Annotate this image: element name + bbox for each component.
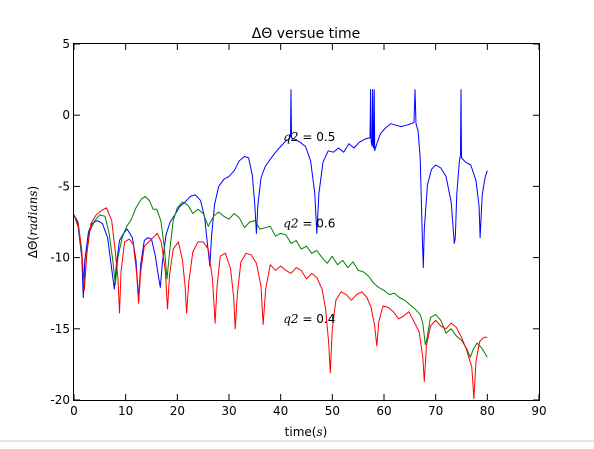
x-tick-label: 80 [480,404,495,418]
y-tick-label: 5 [62,37,70,51]
y-axis-label: ΔΘ(radians) [26,186,40,258]
series-line-2 [74,195,488,358]
series-annotation: q2 = 0.6 [283,217,335,231]
x-tick-label: 90 [531,404,546,418]
x-tick-label: 60 [376,404,391,418]
y-tick-label: 0 [62,108,70,122]
y-tick-label: -20 [50,393,70,407]
y-tick-label: -5 [58,179,70,193]
y-tick-label: -10 [50,251,70,265]
series-annotation: q2 = 0.4 [283,312,335,326]
chart-title: ΔΘ versue time [252,26,361,42]
series-annotation: q2 = 0.5 [283,130,335,144]
plot-lines [74,89,488,400]
x-tick-label: 30 [221,404,236,418]
x-axis-label: time(s) [285,425,328,439]
x-tick-label: 50 [325,404,340,418]
annotations: q2 = 0.5 q2 = 0.6 q2 = 0.4 [283,130,335,326]
x-tick-label: 20 [170,404,185,418]
axes-frame [73,43,540,401]
series-line-3 [74,207,488,400]
x-tick-label: 70 [428,404,443,418]
y-tick-label: -15 [50,322,70,336]
series-line-1 [74,89,488,300]
x-tick-label: 10 [118,404,133,418]
x-tick-label: 40 [273,404,288,418]
x-tick-label: 0 [70,404,78,418]
